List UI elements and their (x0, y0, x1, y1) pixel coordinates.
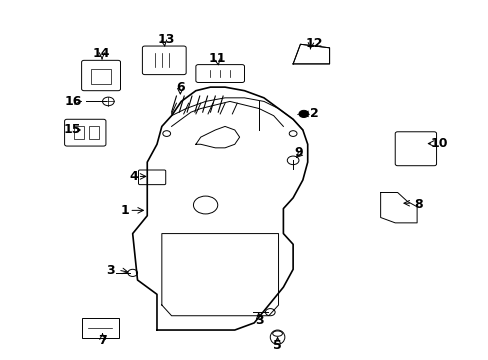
Text: 3: 3 (254, 314, 263, 327)
Text: 6: 6 (176, 81, 184, 94)
Polygon shape (292, 44, 329, 64)
FancyBboxPatch shape (81, 60, 120, 91)
Text: 15: 15 (63, 123, 81, 136)
FancyBboxPatch shape (394, 132, 436, 166)
Text: 2: 2 (309, 107, 318, 120)
FancyBboxPatch shape (81, 318, 118, 338)
Text: 8: 8 (413, 198, 422, 211)
Text: 10: 10 (429, 137, 447, 150)
Text: 11: 11 (208, 52, 226, 65)
Bar (74, 126, 84, 139)
Text: 5: 5 (273, 338, 282, 351)
Circle shape (298, 111, 308, 117)
Text: 1: 1 (121, 204, 129, 217)
Text: 4: 4 (129, 170, 138, 183)
Text: 7: 7 (98, 333, 107, 347)
Text: 12: 12 (305, 37, 322, 50)
FancyBboxPatch shape (138, 170, 165, 185)
FancyBboxPatch shape (196, 64, 244, 82)
FancyBboxPatch shape (142, 46, 186, 75)
Bar (89, 126, 99, 139)
Bar (91, 69, 111, 84)
Text: 3: 3 (106, 264, 115, 276)
Text: 16: 16 (64, 95, 82, 108)
Text: 13: 13 (158, 33, 175, 46)
FancyBboxPatch shape (64, 119, 106, 146)
Text: 14: 14 (92, 47, 110, 60)
Text: 9: 9 (294, 146, 303, 159)
